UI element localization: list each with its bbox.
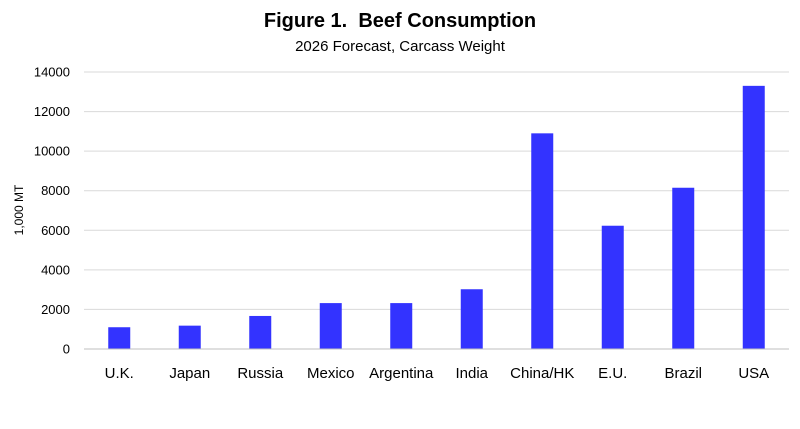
- bar-india: [460, 289, 483, 349]
- x-category-label: Mexico: [307, 365, 355, 382]
- x-category-label: China/HK: [510, 365, 574, 382]
- y-tick-label: 4000: [41, 262, 70, 277]
- y-tick-label: 12000: [34, 104, 70, 119]
- gridlines: [84, 71, 789, 310]
- bar-japan: [178, 325, 201, 349]
- bar-usa: [742, 85, 765, 349]
- x-axis-categories: U.K. Japan Russia Mexico Argentina India China…: [105, 365, 770, 382]
- bars: [108, 85, 765, 349]
- bar-china-hk: [531, 133, 554, 349]
- x-category-label: USA: [738, 365, 769, 382]
- x-category-label: E.U.: [598, 365, 627, 382]
- bar-u-k: [108, 327, 131, 349]
- chart-title: Figure 1. Beef Consumption: [264, 10, 536, 32]
- y-tick-label: 0: [63, 342, 70, 357]
- bar-mexico: [319, 303, 342, 349]
- y-tick-label: 2000: [41, 302, 70, 317]
- y-axis-ticks: 0 2000 4000 6000 8000 10000 12000 14000: [34, 65, 70, 357]
- bar-argentina: [390, 303, 413, 349]
- x-category-label: Brazil: [664, 365, 702, 382]
- bar-russia: [249, 315, 272, 349]
- y-tick-label: 14000: [34, 65, 70, 80]
- x-category-label: Japan: [169, 365, 210, 382]
- y-tick-label: 10000: [34, 144, 70, 159]
- x-category-label: Argentina: [369, 365, 434, 382]
- x-category-label: U.K.: [105, 365, 134, 382]
- x-category-label: Russia: [237, 365, 284, 382]
- y-tick-label: 6000: [41, 223, 70, 238]
- bar-brazil: [672, 187, 695, 349]
- bar-e-u: [601, 225, 624, 349]
- chart-subtitle: 2026 Forecast, Carcass Weight: [295, 38, 506, 55]
- x-category-label: India: [455, 365, 488, 382]
- y-tick-label: 8000: [41, 183, 70, 198]
- y-axis-label: 1,000 MT: [12, 184, 26, 235]
